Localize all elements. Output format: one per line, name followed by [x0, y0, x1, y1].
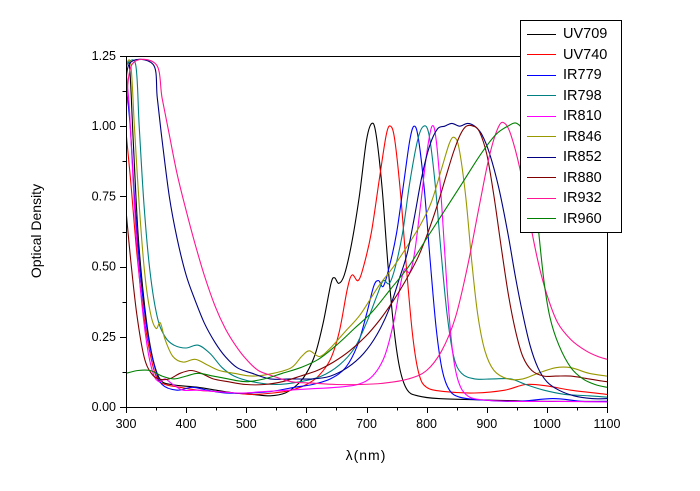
x-tick-label: 600: [296, 417, 317, 431]
series-curve-IR932: [126, 58, 607, 386]
legend-line-swatch: [527, 156, 556, 158]
legend-item-IR810: IR810: [527, 107, 619, 126]
x-axis-title: λ(nm): [345, 447, 387, 463]
legend-line-swatch: [527, 74, 556, 76]
legend-item-UV709: UV709: [527, 25, 619, 44]
series-curve-IR880: [126, 124, 607, 386]
y-tick-label: 0.00: [92, 400, 116, 414]
legend-line-swatch: [527, 177, 556, 179]
y-tick-label: 1.25: [92, 49, 116, 63]
legend-item-IR880: IR880: [527, 168, 619, 187]
y-tick-label: 1.00: [92, 119, 116, 133]
series-curve-IR846: [126, 59, 607, 381]
legend-item-IR846: IR846: [527, 127, 619, 146]
legend-item-IR779: IR779: [527, 66, 619, 85]
legend-label: UV709: [563, 26, 608, 42]
series-curve-IR852: [126, 58, 607, 400]
y-tick-label: 0.75: [92, 189, 116, 203]
legend-item-IR852: IR852: [527, 148, 619, 167]
legend-line-swatch: [527, 115, 556, 117]
curves-group: [126, 58, 607, 403]
legend-label: UV740: [563, 46, 608, 63]
x-tick-label: 300: [116, 417, 137, 431]
legend-line-swatch: [527, 136, 556, 138]
legend-label: IR960: [563, 210, 602, 227]
x-tick-label: 700: [356, 417, 377, 431]
legend-label: IR779: [563, 67, 602, 83]
series-curve-UV740: [126, 125, 607, 395]
legend-label: IR932: [563, 190, 602, 206]
x-tick-label: 1000: [533, 417, 561, 431]
legend-label: IR798: [563, 87, 602, 104]
series-curve-IR960: [126, 122, 607, 388]
legend-item-UV740: UV740: [527, 45, 619, 64]
series-curve-IR798: [126, 59, 607, 398]
legend-item-IR798: IR798: [527, 86, 619, 105]
x-tick-label: 1100: [594, 417, 621, 431]
y-tick-label: 0.25: [92, 330, 116, 344]
legend-line-swatch: [527, 218, 556, 220]
x-tick-label: 500: [236, 417, 257, 431]
y-axis-title: Optical Density: [28, 183, 44, 279]
legend-line-swatch: [527, 33, 556, 35]
x-tick-label: 900: [476, 417, 497, 431]
series-curve-IR810: [126, 69, 607, 403]
legend-item-IR932: IR932: [527, 189, 619, 208]
x-tick-label: 400: [176, 417, 197, 431]
y-tick-label: 0.50: [92, 260, 116, 274]
tick-labels: 300 400 500 600 700 800 900 1000 1100 0.00 0.25 0.5…: [92, 49, 621, 431]
legend-label: IR810: [563, 108, 602, 124]
legend: UV709 UV740 IR779 IR798 IR810 IR846 IR852 IR880…: [520, 20, 622, 233]
legend-label: IR880: [563, 169, 602, 186]
legend-line-swatch: [527, 95, 556, 97]
x-tick-label: 800: [416, 417, 437, 431]
series-curve-IR779: [126, 84, 607, 403]
legend-line-swatch: [527, 197, 556, 199]
legend-label: IR852: [563, 149, 602, 165]
legend-item-IR960: IR960: [527, 209, 619, 228]
legend-line-swatch: [527, 54, 556, 56]
legend-label: IR846: [563, 128, 602, 145]
